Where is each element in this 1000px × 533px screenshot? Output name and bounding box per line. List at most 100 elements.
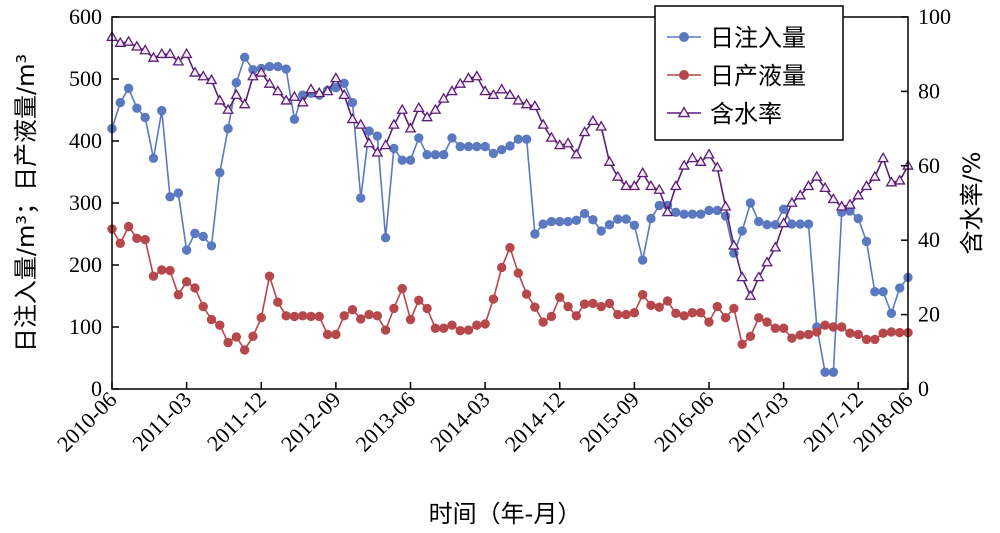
production-point [347, 304, 358, 315]
y-left-tick-label: 0 [91, 376, 102, 401]
water-cut-point [404, 122, 417, 133]
injection-point [555, 216, 565, 227]
water-cut-point [363, 137, 375, 148]
production-point [895, 327, 905, 338]
injection-point [745, 198, 756, 208]
production-point [239, 345, 250, 355]
injection-point [737, 226, 747, 236]
series-water-cut [106, 30, 914, 300]
water-cut-point [495, 83, 508, 94]
production-point [679, 311, 689, 321]
injection-point [157, 105, 167, 116]
injection-point [521, 134, 532, 144]
production-point [588, 298, 598, 309]
water-cut-point [835, 200, 848, 211]
injection-point [803, 219, 814, 229]
y-left-tick-label: 600 [69, 4, 102, 29]
water-cut-point [703, 148, 715, 159]
x-tick-label: 2017-03 [724, 387, 794, 457]
production-point [555, 292, 565, 302]
production-point [438, 323, 449, 333]
water-cut-point [661, 205, 674, 217]
water-cut-point [462, 72, 475, 83]
water-cut-point [313, 86, 326, 98]
water-cut-point [388, 118, 400, 129]
water-cut-point [752, 271, 765, 282]
water-cut-point [429, 103, 442, 114]
production-point [289, 311, 300, 322]
production-point [248, 331, 258, 342]
production-point [173, 290, 184, 300]
water-cut-point [520, 98, 533, 109]
water-cut-point [321, 85, 334, 96]
production-point [372, 311, 383, 321]
production-point [845, 328, 855, 338]
injection-point [696, 209, 706, 219]
water-cut-point [819, 181, 831, 193]
water-cut-point [587, 114, 599, 126]
injection-point [115, 97, 125, 108]
production-point [836, 322, 847, 332]
water-cut-point [570, 148, 583, 159]
y-left-tick-label: 200 [69, 252, 102, 277]
production-point [505, 242, 515, 253]
injection-point [215, 167, 225, 178]
production-point [538, 317, 548, 327]
injection-point [895, 283, 905, 293]
injection-point [488, 148, 499, 159]
water-cut-point [744, 289, 757, 300]
injection-point [239, 52, 250, 63]
water-cut-point [205, 73, 218, 85]
water-cut-point [628, 179, 641, 191]
production-point [273, 297, 283, 307]
injection-point [223, 123, 233, 134]
water-cut-point [810, 170, 823, 181]
water-cut-point [230, 88, 243, 100]
production-point [853, 329, 863, 340]
production-point [414, 295, 424, 306]
injection-point [289, 114, 300, 125]
x-tick-label: 2013-06 [351, 387, 421, 457]
water-cut-point [736, 271, 749, 282]
legend-marker-water-cut [677, 106, 691, 118]
y-left-tick-label: 100 [69, 314, 102, 339]
injection-point [472, 141, 482, 152]
water-cut-point [197, 70, 210, 81]
water-cut-point [396, 103, 409, 114]
water-cut-point [769, 241, 782, 252]
injection-point [430, 149, 441, 160]
water-cut-point [330, 72, 342, 83]
water-cut-point [479, 85, 491, 96]
y-left-tick-label: 300 [69, 190, 102, 215]
y-left-tick-label: 400 [69, 128, 102, 153]
production-point [206, 314, 217, 325]
production-point [886, 327, 897, 337]
production-point [604, 298, 615, 309]
water-cut-point [777, 217, 790, 228]
water-cut-point [860, 179, 873, 191]
x-tick-label: 2015-09 [574, 387, 644, 457]
production-point [132, 233, 142, 244]
production-point [737, 339, 747, 350]
water-cut-point [603, 155, 616, 166]
injection-point [339, 78, 349, 89]
injection-point [604, 219, 615, 230]
injection-point [165, 192, 175, 202]
production-point [264, 271, 275, 281]
production-point [795, 330, 805, 340]
water-cut-point [595, 120, 608, 131]
legend-label-water-cut: 含水率 [710, 100, 782, 128]
legend-samples [667, 32, 701, 118]
injection-point [588, 215, 598, 225]
water-cut-point [620, 179, 632, 191]
injection-point [181, 245, 192, 255]
production-point [231, 332, 242, 342]
production-point [803, 329, 814, 340]
production-point [455, 326, 465, 336]
legend-marker-injection [679, 32, 689, 42]
injection-point [405, 155, 416, 165]
water-cut-point [421, 111, 433, 122]
water-cut-point [545, 131, 558, 142]
water-cut-point [877, 152, 889, 163]
water-cut-point [371, 146, 384, 157]
